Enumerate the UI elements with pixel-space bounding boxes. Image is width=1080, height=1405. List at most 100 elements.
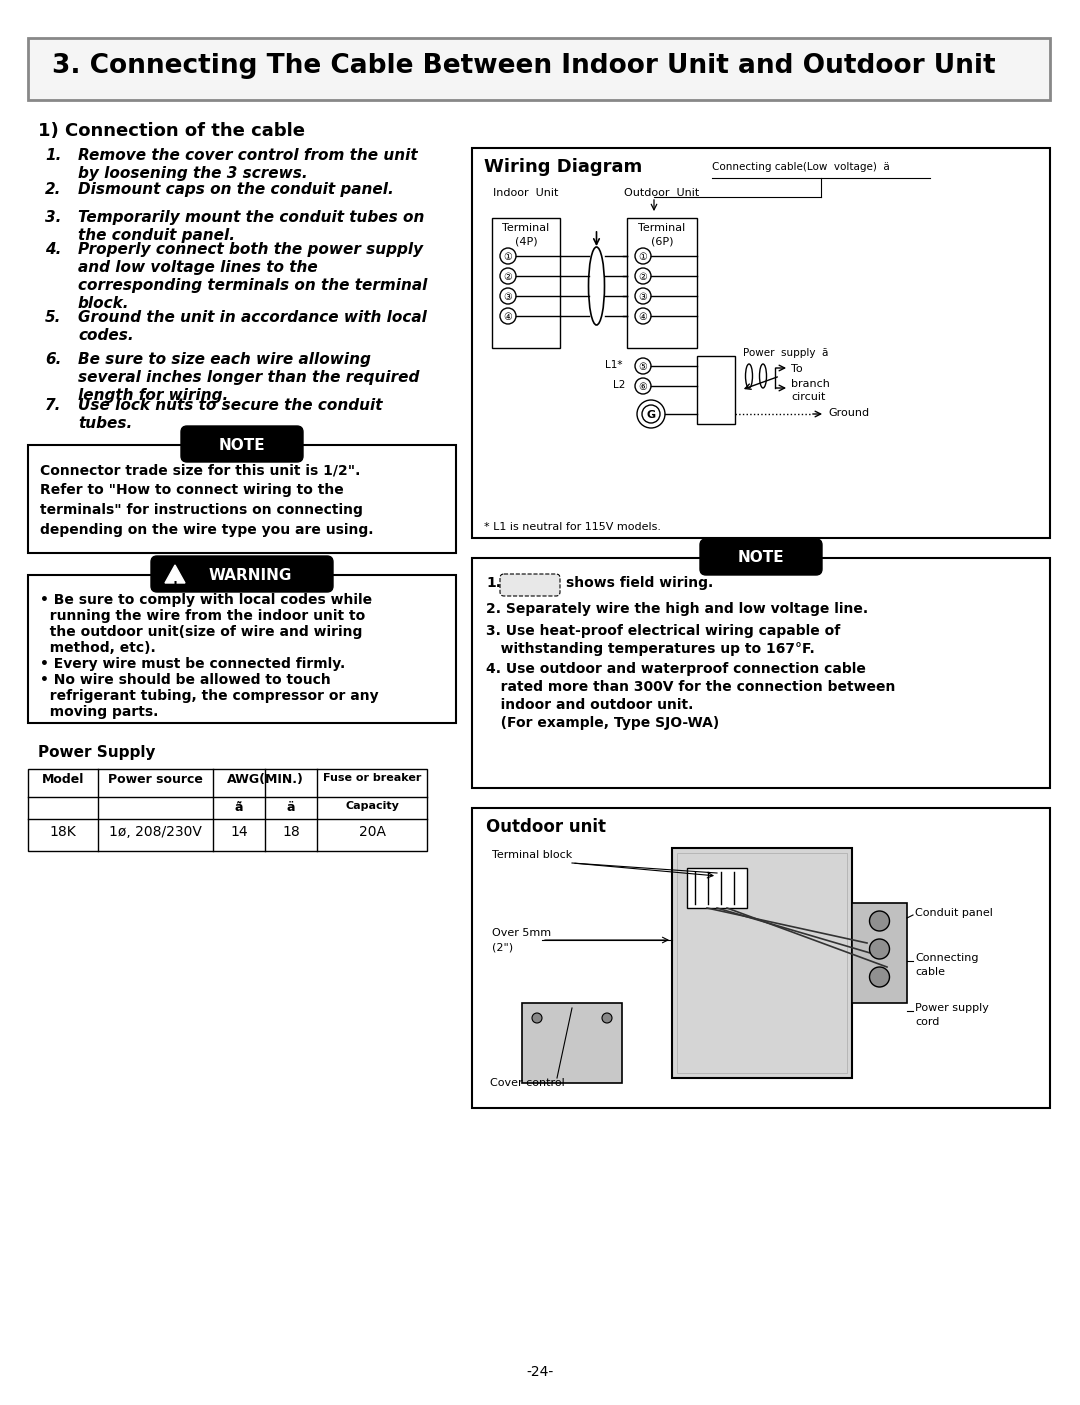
- Text: codes.: codes.: [78, 327, 134, 343]
- Text: running the wire from the indoor unit to: running the wire from the indoor unit to: [40, 608, 365, 622]
- Bar: [492, 218, 561, 348]
- Text: !: !: [173, 582, 177, 592]
- Bar: [472, 558, 1050, 788]
- Text: 14: 14: [230, 825, 247, 839]
- Text: 1ø, 208/230V: 1ø, 208/230V: [109, 825, 202, 839]
- Text: 1.: 1.: [486, 576, 501, 590]
- Text: Be sure to size each wire allowing: Be sure to size each wire allowing: [78, 353, 370, 367]
- Circle shape: [602, 1013, 612, 1023]
- Text: terminals" for instructions on connecting: terminals" for instructions on connectin…: [40, 503, 363, 517]
- Text: cord: cord: [915, 1017, 940, 1027]
- Text: Terminal block: Terminal block: [492, 850, 572, 860]
- Text: 2.: 2.: [45, 183, 62, 197]
- Text: ②: ②: [638, 273, 647, 282]
- Text: (6P): (6P): [651, 236, 673, 246]
- Polygon shape: [165, 565, 185, 583]
- Text: refrigerant tubing, the compressor or any: refrigerant tubing, the compressor or an…: [40, 688, 379, 702]
- Text: moving parts.: moving parts.: [40, 705, 159, 719]
- Text: (2"): (2"): [492, 941, 513, 953]
- Text: cable: cable: [915, 967, 945, 976]
- Text: Power supply: Power supply: [915, 1003, 989, 1013]
- Text: method, etc).: method, etc).: [40, 641, 156, 655]
- Text: ⑤: ⑤: [638, 362, 647, 372]
- Bar: [28, 769, 427, 851]
- Text: * L1 is neutral for 115V models.: * L1 is neutral for 115V models.: [484, 523, 661, 532]
- Text: Fuse or breaker: Fuse or breaker: [323, 773, 421, 783]
- Text: Remove the cover control from the unit: Remove the cover control from the unit: [78, 148, 418, 163]
- Text: Connector trade size for this unit is 1/2".: Connector trade size for this unit is 1/…: [40, 464, 361, 478]
- FancyBboxPatch shape: [181, 426, 303, 462]
- Text: Model: Model: [42, 773, 84, 785]
- Text: Outdoor  Unit: Outdoor Unit: [624, 188, 700, 198]
- Text: 3. Use heat-proof electrical wiring capable of: 3. Use heat-proof electrical wiring capa…: [486, 624, 840, 638]
- Text: ④: ④: [503, 312, 512, 322]
- Circle shape: [869, 910, 890, 932]
- Text: block.: block.: [78, 296, 130, 311]
- Bar: [627, 218, 697, 348]
- Text: ③: ③: [503, 292, 512, 302]
- Text: 18: 18: [282, 825, 300, 839]
- Bar: [677, 853, 847, 1073]
- Circle shape: [869, 967, 890, 986]
- Text: 2. Separately wire the high and low voltage line.: 2. Separately wire the high and low volt…: [486, 601, 868, 615]
- Bar: [28, 38, 1050, 100]
- Text: • Be sure to comply with local codes while: • Be sure to comply with local codes whi…: [40, 593, 373, 607]
- Text: 3. Connecting The Cable Between Indoor Unit and Outdoor Unit: 3. Connecting The Cable Between Indoor U…: [52, 53, 996, 79]
- Text: several inches longer than the required: several inches longer than the required: [78, 370, 419, 385]
- Text: 6.: 6.: [45, 353, 62, 367]
- Bar: [28, 575, 456, 724]
- Text: Temporarily mount the conduit tubes on: Temporarily mount the conduit tubes on: [78, 209, 424, 225]
- Text: • Every wire must be connected firmly.: • Every wire must be connected firmly.: [40, 658, 346, 672]
- Text: 7.: 7.: [45, 398, 62, 413]
- Text: Terminal: Terminal: [502, 223, 550, 233]
- Text: and low voltage lines to the: and low voltage lines to the: [78, 260, 318, 275]
- Text: Capacity: Capacity: [346, 801, 399, 811]
- Bar: [472, 808, 1050, 1109]
- Text: -24-: -24-: [526, 1366, 554, 1378]
- FancyBboxPatch shape: [500, 575, 561, 596]
- Text: Ground: Ground: [828, 407, 869, 419]
- Text: L2: L2: [613, 379, 625, 391]
- Bar: [522, 1003, 622, 1083]
- Text: Refer to "How to connect wiring to the: Refer to "How to connect wiring to the: [40, 483, 343, 497]
- Text: rated more than 300V for the connection between: rated more than 300V for the connection …: [486, 680, 895, 694]
- Text: indoor and outdoor unit.: indoor and outdoor unit.: [486, 698, 693, 712]
- Text: Cover control: Cover control: [490, 1078, 565, 1087]
- Text: Indoor  Unit: Indoor Unit: [494, 188, 558, 198]
- Text: shows field wiring.: shows field wiring.: [566, 576, 713, 590]
- Text: ④: ④: [638, 312, 647, 322]
- Text: Use lock nuts to secure the conduit: Use lock nuts to secure the conduit: [78, 398, 382, 413]
- Text: depending on the wire type you are using.: depending on the wire type you are using…: [40, 523, 374, 537]
- Text: NOTE: NOTE: [218, 437, 266, 452]
- Text: Connecting: Connecting: [915, 953, 978, 962]
- Text: (For example, Type SJO-WA): (For example, Type SJO-WA): [486, 717, 719, 731]
- Text: Outdoor unit: Outdoor unit: [486, 818, 606, 836]
- Text: 18K: 18K: [50, 825, 77, 839]
- Text: 20A: 20A: [359, 825, 386, 839]
- Text: length for wiring.: length for wiring.: [78, 388, 228, 403]
- Bar: [687, 868, 747, 908]
- Text: 4. Use outdoor and waterproof connection cable: 4. Use outdoor and waterproof connection…: [486, 662, 866, 676]
- Text: Power Supply: Power Supply: [38, 745, 156, 760]
- FancyBboxPatch shape: [151, 556, 333, 592]
- Text: AWG(MIN.): AWG(MIN.): [227, 773, 303, 785]
- Text: ä: ä: [287, 801, 295, 813]
- Text: (4P): (4P): [515, 236, 538, 246]
- Text: WARNING: WARNING: [208, 568, 292, 583]
- Text: ③: ③: [638, 292, 647, 302]
- Bar: [472, 148, 1050, 538]
- Text: the outdoor unit(size of wire and wiring: the outdoor unit(size of wire and wiring: [40, 625, 363, 639]
- Text: L1*: L1*: [605, 360, 622, 370]
- Text: 5.: 5.: [45, 311, 62, 325]
- Text: 3.: 3.: [45, 209, 62, 225]
- Text: NOTE: NOTE: [738, 551, 784, 565]
- Bar: [28, 445, 456, 554]
- Text: Dismount caps on the conduit panel.: Dismount caps on the conduit panel.: [78, 183, 394, 197]
- FancyBboxPatch shape: [700, 540, 822, 575]
- Text: ⑥: ⑥: [638, 382, 647, 392]
- Text: Over 5mm: Over 5mm: [492, 927, 551, 939]
- Text: 1) Connection of the cable: 1) Connection of the cable: [38, 122, 305, 140]
- Bar: [852, 903, 907, 1003]
- Text: by loosening the 3 screws.: by loosening the 3 screws.: [78, 166, 308, 181]
- Text: G: G: [647, 410, 656, 420]
